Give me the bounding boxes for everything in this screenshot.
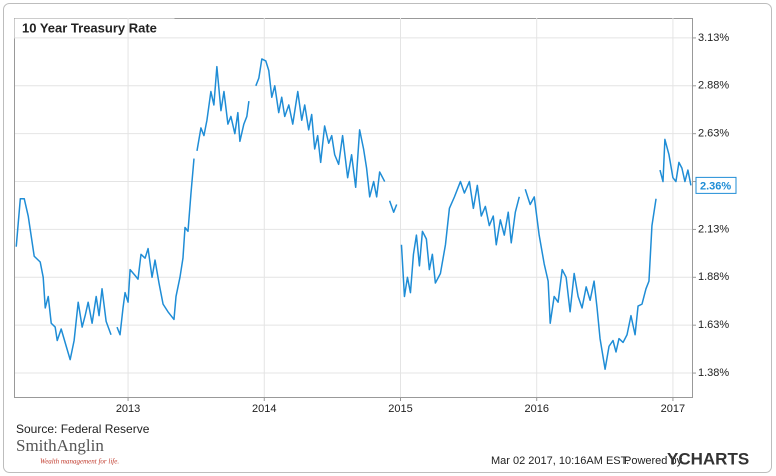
- last-value-label: 2.36%: [700, 180, 731, 192]
- line-series: [15, 58, 692, 370]
- y-tick-label: 3.13%: [698, 32, 729, 44]
- source: Source: Federal Reserve: [16, 422, 150, 436]
- chart-title: 10 Year Treasury Rate: [22, 20, 157, 35]
- y-tick-label: 2.88%: [698, 80, 729, 92]
- provider-logo: YCHARTS: [667, 449, 749, 468]
- brand-tagline: Wealth management for life.: [40, 458, 119, 466]
- x-tick-label: 2016: [524, 403, 548, 415]
- plot-area: [14, 18, 693, 398]
- x-tick-label: 2013: [116, 403, 140, 415]
- y-tick-label: 1.38%: [698, 367, 729, 379]
- x-tick-label: 2015: [388, 403, 412, 415]
- y-tick-label: 1.88%: [698, 271, 729, 283]
- title-box: [14, 18, 175, 39]
- timestamp: Mar 02 2017, 10:16AM EST.: [491, 455, 629, 467]
- x-tick-label: 2017: [661, 403, 685, 415]
- powered-by: Powered by: [624, 455, 683, 467]
- y-tick-label: 2.13%: [698, 223, 729, 235]
- brand: SmithAnglin: [16, 436, 104, 455]
- x-tick-label: 2014: [252, 403, 276, 415]
- last-value-box: [695, 176, 737, 194]
- y-tick-label: 1.63%: [698, 319, 729, 331]
- y-tick-label: 2.63%: [698, 128, 729, 140]
